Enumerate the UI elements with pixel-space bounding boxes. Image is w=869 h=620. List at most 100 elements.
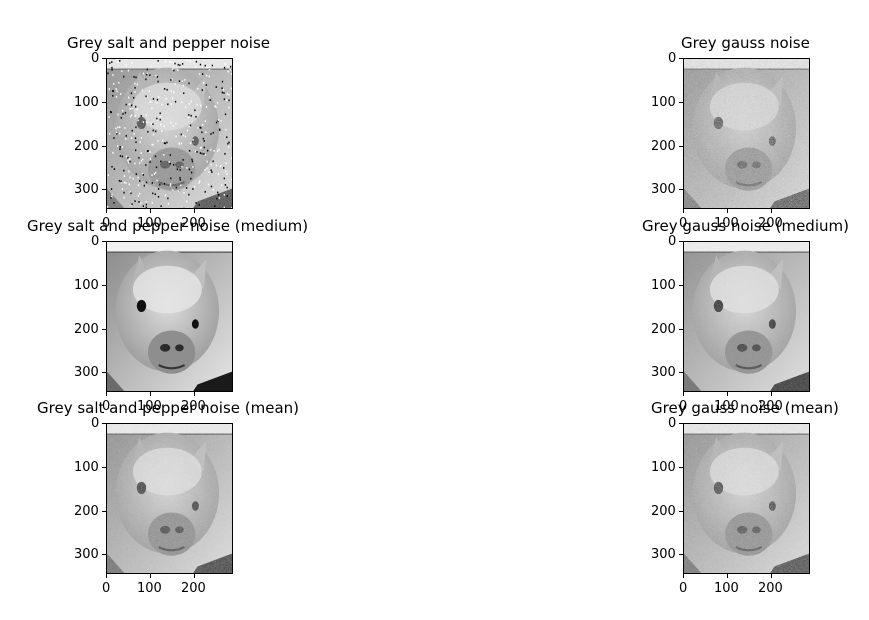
- y-tick-mark: [679, 189, 683, 190]
- y-tick-mark: [102, 423, 106, 424]
- subplot-title: Grey gauss noise: [681, 34, 810, 52]
- x-tick-mark: [106, 209, 107, 213]
- image-axes: [106, 241, 233, 392]
- x-tick-label: 200: [758, 399, 783, 414]
- subplot-title: Grey salt and pepper noise: [67, 34, 270, 52]
- y-tick-label: 0: [668, 416, 677, 431]
- y-tick-label: 0: [668, 51, 677, 66]
- x-tick-label: 0: [102, 581, 111, 596]
- y-tick-label: 300: [74, 365, 99, 380]
- y-tick-mark: [679, 423, 683, 424]
- image-content: [107, 59, 232, 208]
- y-tick-mark: [679, 329, 683, 330]
- y-tick-label: 300: [74, 182, 99, 197]
- y-tick-label: 300: [651, 182, 676, 197]
- y-tick-mark: [679, 372, 683, 373]
- y-tick-label: 300: [651, 547, 676, 562]
- image-axes: [683, 241, 810, 392]
- x-tick-label: 200: [758, 581, 783, 596]
- x-tick-mark: [106, 392, 107, 396]
- x-tick-label: 0: [679, 399, 688, 414]
- x-tick-mark: [150, 392, 151, 396]
- x-tick-label: 200: [758, 216, 783, 231]
- y-tick-label: 0: [91, 51, 100, 66]
- y-tick-mark: [679, 467, 683, 468]
- subplot-title: Grey salt and pepper noise (mean): [37, 399, 300, 417]
- y-tick-mark: [679, 241, 683, 242]
- x-tick-label: 200: [181, 216, 206, 231]
- y-tick-mark: [102, 102, 106, 103]
- x-tick-mark: [106, 574, 107, 578]
- y-tick-mark: [679, 102, 683, 103]
- y-tick-label: 0: [668, 234, 677, 249]
- y-tick-label: 200: [651, 139, 676, 154]
- x-tick-mark: [150, 209, 151, 213]
- x-tick-label: 100: [714, 581, 739, 596]
- y-tick-mark: [102, 241, 106, 242]
- x-tick-mark: [771, 392, 772, 396]
- x-tick-label: 100: [137, 399, 162, 414]
- y-tick-label: 100: [74, 278, 99, 293]
- x-tick-mark: [727, 392, 728, 396]
- image-content: [684, 59, 809, 208]
- y-tick-label: 100: [651, 460, 676, 475]
- x-tick-mark: [771, 574, 772, 578]
- y-tick-mark: [102, 511, 106, 512]
- y-tick-label: 0: [91, 234, 100, 249]
- subplot-title: Grey salt and pepper noise (medium): [27, 217, 309, 235]
- x-tick-mark: [727, 209, 728, 213]
- y-tick-mark: [679, 58, 683, 59]
- x-tick-label: 0: [102, 216, 111, 231]
- y-tick-mark: [102, 554, 106, 555]
- y-tick-label: 0: [91, 416, 100, 431]
- y-tick-mark: [102, 285, 106, 286]
- image-axes: [683, 423, 810, 574]
- image-axes: [106, 423, 233, 574]
- y-tick-mark: [679, 511, 683, 512]
- x-tick-mark: [194, 392, 195, 396]
- x-tick-label: 100: [137, 581, 162, 596]
- y-tick-label: 300: [74, 547, 99, 562]
- subplot-title: Grey gauss noise (medium): [642, 217, 849, 235]
- image-content: [684, 242, 809, 391]
- noise-dots: [107, 59, 232, 208]
- y-tick-mark: [679, 146, 683, 147]
- image-axes: [106, 58, 233, 209]
- y-tick-mark: [102, 467, 106, 468]
- y-tick-mark: [102, 189, 106, 190]
- y-tick-label: 200: [74, 504, 99, 519]
- x-tick-label: 0: [679, 581, 688, 596]
- y-tick-mark: [102, 58, 106, 59]
- x-tick-label: 100: [714, 216, 739, 231]
- y-tick-label: 100: [651, 95, 676, 110]
- image-content: [684, 424, 809, 573]
- y-tick-mark: [679, 285, 683, 286]
- y-tick-label: 100: [74, 460, 99, 475]
- image-content: [107, 242, 232, 391]
- x-tick-label: 200: [181, 581, 206, 596]
- x-tick-mark: [771, 209, 772, 213]
- x-tick-label: 100: [137, 216, 162, 231]
- x-tick-mark: [194, 574, 195, 578]
- y-tick-mark: [679, 554, 683, 555]
- image-axes: [683, 58, 810, 209]
- y-tick-label: 100: [651, 278, 676, 293]
- y-tick-label: 100: [74, 95, 99, 110]
- x-tick-mark: [683, 574, 684, 578]
- y-tick-label: 200: [74, 139, 99, 154]
- x-tick-label: 0: [679, 216, 688, 231]
- x-tick-label: 200: [181, 399, 206, 414]
- x-tick-mark: [194, 209, 195, 213]
- y-tick-mark: [102, 329, 106, 330]
- y-tick-label: 200: [651, 322, 676, 337]
- y-tick-label: 300: [651, 365, 676, 380]
- y-tick-mark: [102, 372, 106, 373]
- x-tick-label: 0: [102, 399, 111, 414]
- x-tick-mark: [683, 209, 684, 213]
- x-tick-mark: [150, 574, 151, 578]
- y-tick-label: 200: [651, 504, 676, 519]
- x-tick-label: 100: [714, 399, 739, 414]
- y-tick-label: 200: [74, 322, 99, 337]
- x-tick-mark: [683, 392, 684, 396]
- image-content: [107, 424, 232, 573]
